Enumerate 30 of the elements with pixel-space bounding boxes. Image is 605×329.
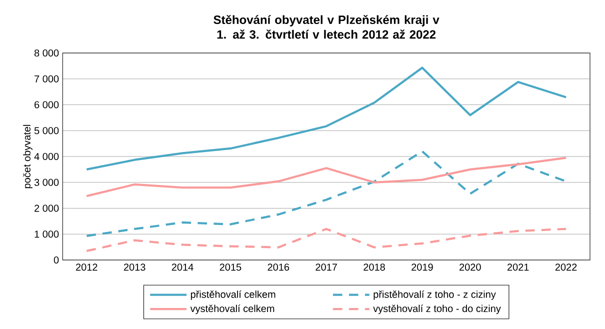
x-tick-label: 2013 [124,264,146,271]
y-tick-label: 8 000 [34,49,59,57]
y-tick-label: 1 000 [34,230,59,238]
x-tick-label: 2018 [364,264,385,271]
x-tick-label: 2019 [412,264,433,271]
x-tick-label: 2014 [172,264,194,271]
y-axis-title: počet obyvatel [23,124,32,188]
line-series [86,228,568,252]
legend-label: přistěhovalí z toho - z ciziny [374,290,496,300]
x-tick-label: 2021 [507,264,529,271]
y-tick-label: 7 000 [34,75,59,82]
y-tick-label: 0 [54,256,59,264]
legend-label: vystěhovalí z toho - do ciziny [373,304,501,314]
y-tick-label: 3 000 [34,178,59,186]
x-tick-label: 2017 [316,264,337,271]
line-series [86,156,568,198]
x-tick-label: 2016 [268,264,290,271]
x-tick-label: 2020 [460,264,481,271]
line-series [86,150,568,238]
chart-title: Stěhování obyvatel v Plzeňském kraji v 1. až 3. čtvrtletí v letech 2012 až 2022 [214,14,440,39]
x-tick-label: 2015 [220,264,242,271]
y-tick-label: 4 000 [34,152,59,160]
legend-label: přistěhovalí celkem [190,290,276,300]
y-tick-label: 6 000 [34,101,59,108]
legend-label: vystěhovalí celkem [190,304,274,314]
y-tick-label: 2 000 [34,204,59,212]
line-series [86,66,568,171]
y-tick-label: 5 000 [34,127,59,134]
x-tick-label: 2022 [555,264,577,271]
x-tick-label: 2012 [76,264,98,271]
